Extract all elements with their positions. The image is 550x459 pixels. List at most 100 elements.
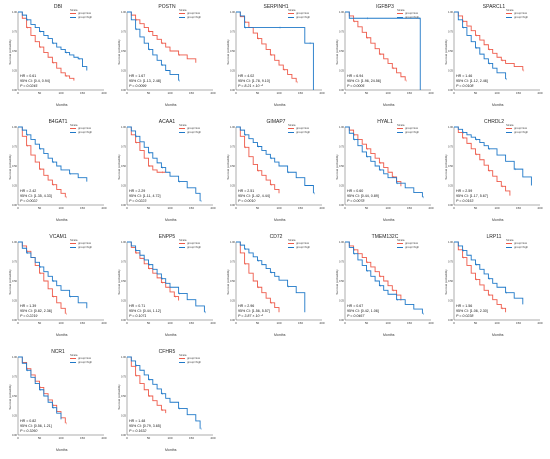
y-tick-label: 0.25 xyxy=(448,184,454,188)
stats-annotation: HR = 1.39 95% CI: [0.82, 2.36] P = 0.2219 xyxy=(20,304,52,319)
y-tick-label: 0.50 xyxy=(230,164,236,168)
legend-label: group=low xyxy=(187,126,200,131)
x-tick-label: 200 xyxy=(537,91,542,95)
legend-label: group=high xyxy=(405,14,420,19)
stats-annotation: HR = 0.71 95% CI: [0.44, 1.12] P = 0.1071 xyxy=(129,304,161,319)
km-panel: 0 50 100 150 200 0.00 0.25 0.50 0.75 1.00 SERPINH1… xyxy=(224,4,328,109)
x-tick-label: 100 xyxy=(167,321,172,325)
y-tick-label: 1.00 xyxy=(230,125,236,129)
x-axis-label: Months xyxy=(165,333,177,337)
panel-title: LRP11 xyxy=(486,234,502,240)
confidence-interval-text: 95% CI: [0.44, 1.12] xyxy=(129,309,161,313)
y-tick-label: 0.50 xyxy=(448,49,454,53)
y-tick-label: 0.75 xyxy=(230,145,236,149)
confidence-interval-text: 95% CI: [1.96, 24.56] xyxy=(347,79,381,83)
series-low-line xyxy=(18,11,75,81)
y-tick-label: 0.75 xyxy=(12,260,18,264)
p-value-text: P = 0.1071 xyxy=(129,314,147,318)
legend-swatch xyxy=(70,361,76,363)
y-tick-label: 0.00 xyxy=(121,433,127,437)
confidence-interval-text: 95% CI: [0.56, 1.21] xyxy=(20,424,52,428)
legend-swatch xyxy=(179,128,185,130)
p-value-text: P = 0.0078 xyxy=(347,199,365,203)
confidence-interval-text: 95% CI: [1.17, 5.67] xyxy=(456,194,488,198)
km-panel: 0 50 100 150 200 0.00 0.25 0.50 0.75 1.00 POSTN Sur… xyxy=(115,4,219,109)
p-value-text: P = 0.0099 xyxy=(129,84,147,88)
confidence-interval-text: 95% CI: [1.35, 4.33] xyxy=(20,194,52,198)
legend-entry-high: group=high xyxy=(70,360,92,364)
legend-title: Strata xyxy=(70,8,78,12)
x-tick-label: 200 xyxy=(101,91,106,95)
legend-label: group=high xyxy=(296,14,311,19)
legend-swatch xyxy=(288,131,294,133)
panel-title: SERPINH1 xyxy=(263,4,289,10)
x-tick-label: 100 xyxy=(167,206,172,210)
stats-annotation: HR = 2.59 95% CI: [1.17, 5.67] P = 0.0153 xyxy=(456,189,488,204)
x-tick-label: 0 xyxy=(344,206,346,210)
legend-title: Strata xyxy=(397,123,405,127)
y-tick-label: 0.75 xyxy=(121,145,127,149)
x-axis-label: Months xyxy=(165,218,177,222)
legend-label: group=high xyxy=(187,14,202,19)
stats-annotation: HR = 1.56 95% CI: [1.06, 2.30] P = 0.0238 xyxy=(456,304,488,319)
x-tick-label: 0 xyxy=(235,321,237,325)
x-tick-label: 100 xyxy=(494,91,499,95)
y-tick-label: 0.25 xyxy=(230,184,236,188)
legend-entry-low: group=low xyxy=(397,12,419,15)
legend-title: Strata xyxy=(288,8,296,12)
legend-swatch xyxy=(179,131,185,133)
x-axis-label: Months xyxy=(492,103,504,107)
x-tick-label: 50 xyxy=(474,91,478,95)
x-axis-label: Months xyxy=(492,333,504,337)
stats-annotation: HR = 1.46 95% CI: [1.12, 2.46] P = 0.0108 xyxy=(456,74,488,89)
confidence-interval-text: 95% CI: [1.13, 2.48] xyxy=(129,79,161,83)
series-high-line xyxy=(345,126,423,198)
y-tick-label: 0.25 xyxy=(339,69,345,73)
stats-annotation: HR = 1.48 95% CI: [0.79, 3.65] P = 0.1632 xyxy=(129,419,161,434)
y-tick-label: 0.00 xyxy=(121,203,127,207)
hazard-ratio-text: HR = 2.51 xyxy=(238,189,255,193)
y-tick-label: 1.00 xyxy=(121,10,127,14)
legend-entry-low: group=low xyxy=(179,127,201,130)
km-panel: 0 50 100 150 200 0.00 0.25 0.50 0.75 1.00 IGFBP3 Su… xyxy=(333,4,437,109)
x-tick-label: 200 xyxy=(428,206,433,210)
series-low-line xyxy=(454,11,524,71)
panel-title: CD72 xyxy=(269,234,283,240)
confidence-interval-text: 95% CI: [0.4, 0.94] xyxy=(20,79,50,83)
x-tick-label: 100 xyxy=(385,91,390,95)
p-value-text: P = 0.0005 xyxy=(347,84,365,88)
y-tick-label: 0.75 xyxy=(230,30,236,34)
km-panel: 0 50 100 150 200 0.00 0.25 0.50 0.75 1.00 CFHR5 Sur… xyxy=(115,349,219,454)
y-tick-label: 0.75 xyxy=(339,30,345,34)
p-value-text: P = 0.0022 xyxy=(20,199,38,203)
y-tick-label: 0.00 xyxy=(230,203,236,207)
x-tick-label: 200 xyxy=(101,206,106,210)
legend-entry-low: group=low xyxy=(179,357,201,360)
hazard-ratio-text: HR = 0.71 xyxy=(129,304,146,308)
y-tick-label: 0.50 xyxy=(12,49,18,53)
x-tick-label: 0 xyxy=(17,206,19,210)
y-tick-label: 1.00 xyxy=(448,125,454,129)
y-axis-label: Survival probability xyxy=(335,269,339,295)
legend-label: group=low xyxy=(187,356,200,361)
legend-entry-low: group=low xyxy=(288,12,310,15)
panel-title: B4GAT1 xyxy=(48,119,68,125)
confidence-interval-text: 95% CI: [1.12, 2.46] xyxy=(456,79,488,83)
y-tick-label: 0.75 xyxy=(339,145,345,149)
p-value-text: P = 0.0153 xyxy=(456,199,474,203)
legend-entry-low: group=low xyxy=(397,127,419,130)
legend-entry-low: group=low xyxy=(288,242,310,245)
km-plot-svg: 0 50 100 150 200 0.00 0.25 0.50 0.75 1.00 xyxy=(230,125,325,210)
series-high-line xyxy=(18,356,62,420)
x-tick-label: 150 xyxy=(189,436,194,440)
legend-label: group=low xyxy=(296,126,309,131)
y-tick-label: 0.75 xyxy=(121,260,127,264)
legend-label: group=high xyxy=(405,244,420,249)
x-axis-label: Months xyxy=(165,448,177,452)
x-tick-label: 150 xyxy=(298,321,303,325)
legend-swatch xyxy=(70,16,76,18)
x-tick-label: 200 xyxy=(210,91,215,95)
legend-label: group=low xyxy=(187,241,200,246)
x-tick-label: 100 xyxy=(385,206,390,210)
p-value-text: P = 0.0245 xyxy=(20,84,38,88)
